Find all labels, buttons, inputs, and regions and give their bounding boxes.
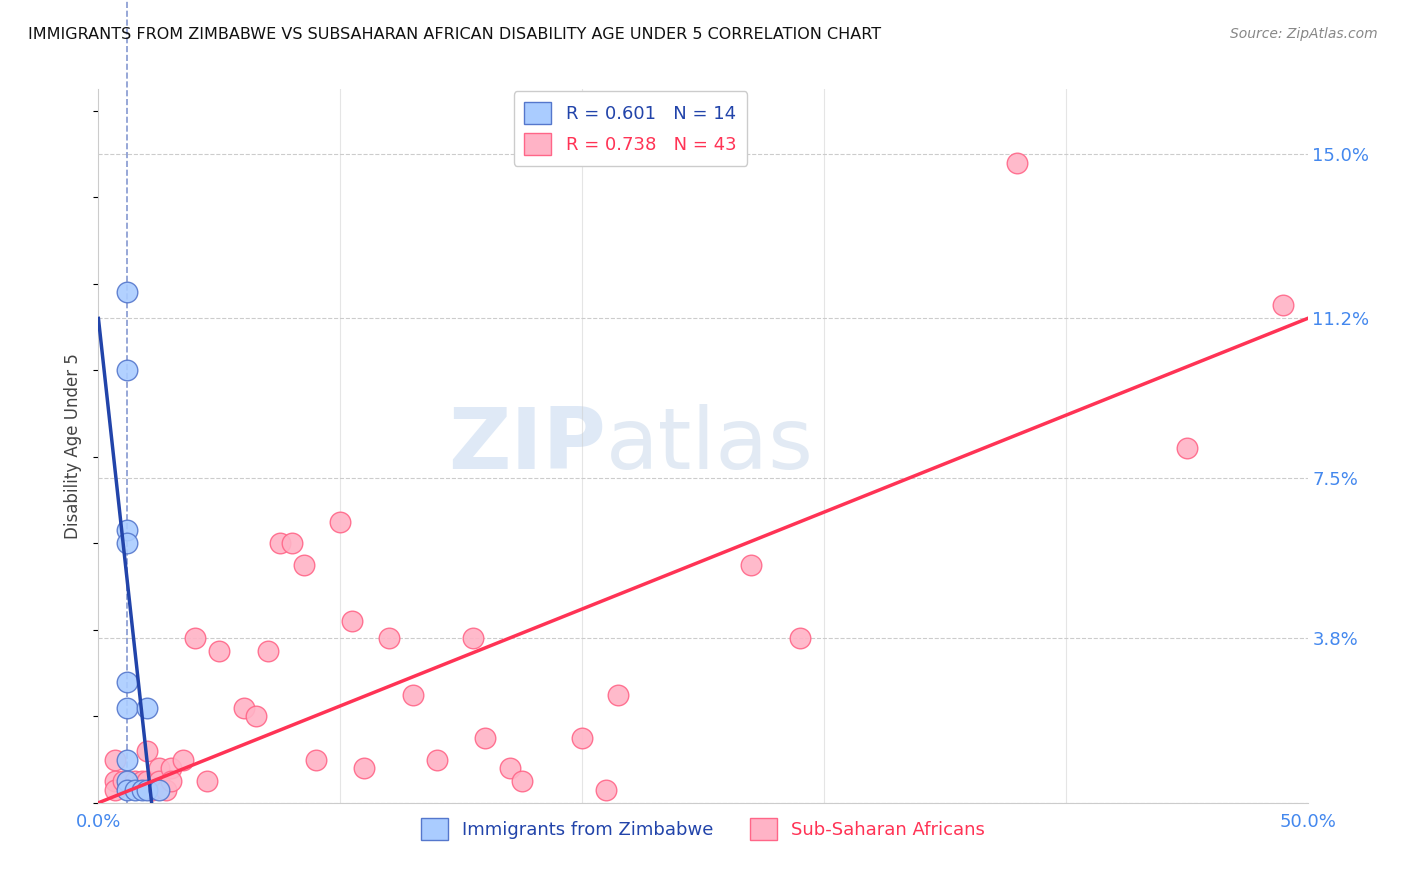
Point (245, 709, 267, 723)
Point (377, 632, 399, 646)
Point (269, 536, 291, 550)
Text: IMMIGRANTS FROM ZIMBABWE VS SUBSAHARAN AFRICAN DISABILITY AGE UNDER 5 CORRELATIO: IMMIGRANTS FROM ZIMBABWE VS SUBSAHARAN A… (28, 27, 882, 42)
Point (141, 782, 163, 797)
Point (281, 536, 304, 550)
Point (571, 731, 593, 745)
Point (160, 774, 183, 789)
Point (135, 774, 157, 789)
Point (256, 644, 278, 658)
Point (124, 774, 146, 789)
Point (498, 761, 520, 775)
Point (172, 753, 194, 767)
Point (155, 782, 177, 797)
Point (117, 363, 139, 377)
Point (1175, 441, 1198, 455)
Point (232, 700, 254, 714)
Point (195, 774, 218, 789)
Point (1272, 298, 1295, 312)
Point (329, 515, 352, 529)
Point (292, 558, 315, 572)
Point (117, 774, 139, 789)
Point (104, 774, 127, 789)
Point (135, 744, 157, 758)
Text: atlas: atlas (606, 404, 814, 488)
Point (117, 524, 139, 538)
Point (426, 753, 449, 767)
Point (124, 782, 146, 797)
Point (184, 632, 207, 646)
Point (135, 700, 157, 714)
Point (402, 688, 425, 702)
Point (104, 753, 127, 767)
Point (117, 285, 139, 300)
Point (305, 753, 328, 767)
Point (353, 761, 375, 775)
Point (131, 774, 153, 789)
Point (607, 688, 630, 702)
Point (463, 632, 485, 646)
Point (474, 731, 496, 745)
Legend: Immigrants from Zimbabwe, Sub-Saharan Africans: Immigrants from Zimbabwe, Sub-Saharan Af… (413, 811, 993, 847)
Point (117, 753, 139, 767)
Point (740, 558, 762, 572)
Point (1007, 155, 1029, 169)
Point (342, 614, 364, 628)
Point (595, 782, 617, 797)
Text: Source: ZipAtlas.com: Source: ZipAtlas.com (1230, 27, 1378, 41)
Text: ZIP: ZIP (449, 404, 606, 488)
Point (135, 782, 157, 797)
Point (131, 782, 153, 797)
Point (117, 782, 139, 797)
Point (148, 774, 170, 789)
Point (117, 536, 139, 550)
Point (148, 761, 170, 775)
Point (104, 782, 127, 797)
Point (160, 761, 183, 775)
Y-axis label: Disability Age Under 5: Disability Age Under 5 (65, 353, 83, 539)
Point (117, 700, 139, 714)
Point (111, 774, 134, 789)
Point (789, 632, 811, 646)
Point (208, 644, 231, 658)
Point (510, 774, 533, 789)
Point (117, 674, 139, 689)
Point (148, 782, 170, 797)
